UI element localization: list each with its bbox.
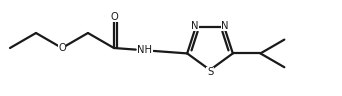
Text: N: N [221, 21, 229, 31]
Text: O: O [110, 12, 118, 22]
Text: O: O [58, 43, 66, 53]
Text: NH: NH [137, 45, 152, 55]
Text: S: S [207, 67, 213, 77]
Text: N: N [191, 21, 199, 31]
